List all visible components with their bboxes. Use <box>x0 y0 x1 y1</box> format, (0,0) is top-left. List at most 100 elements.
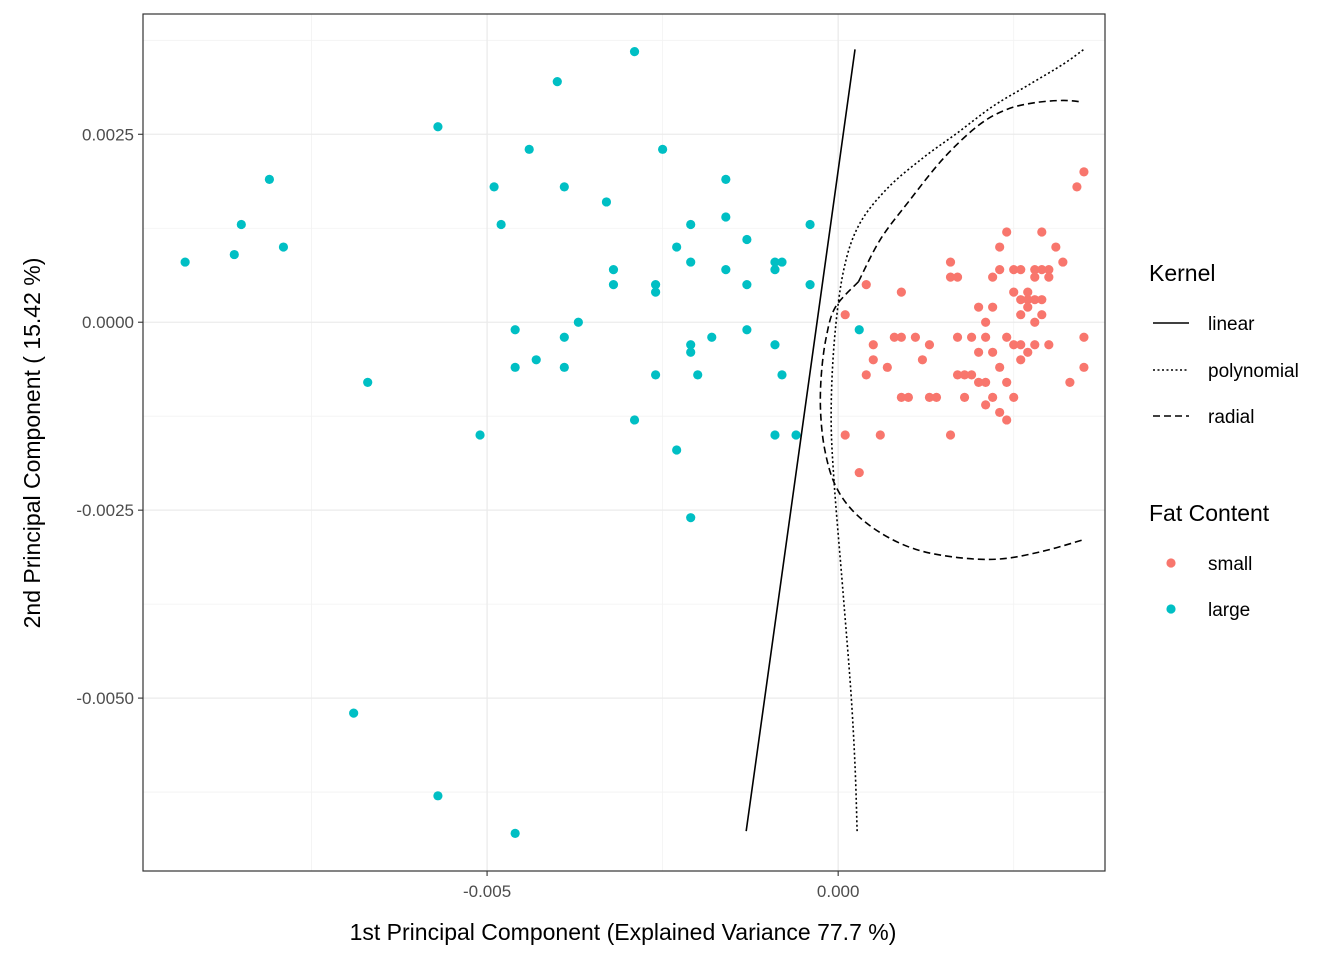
legend-key-large <box>1166 604 1176 614</box>
data-point-large <box>672 445 682 455</box>
legend-kernel-title: Kernel <box>1149 260 1215 286</box>
data-point-small <box>1023 295 1033 305</box>
data-point-small <box>1002 377 1012 387</box>
data-point-small <box>1030 272 1040 282</box>
data-point-small <box>1016 355 1026 365</box>
data-point-small <box>861 280 871 290</box>
data-point-small <box>1044 264 1054 275</box>
boundary-radial <box>819 281 1083 561</box>
y-tick-label: 0.0000 <box>82 313 134 332</box>
data-point-small <box>896 332 906 342</box>
data-point-large <box>742 280 752 290</box>
data-point-large <box>721 174 731 184</box>
data-point-small <box>959 392 970 402</box>
legend-label-radial: radial <box>1208 407 1254 428</box>
data-point-small <box>924 392 935 402</box>
data-point-small <box>981 317 991 327</box>
data-point-small <box>896 392 906 402</box>
data-point-large <box>608 264 619 275</box>
data-point-large <box>650 280 661 290</box>
data-point-small <box>966 332 977 342</box>
data-point-small <box>1009 287 1019 297</box>
data-point-small <box>1030 317 1040 327</box>
data-point-small <box>952 272 963 282</box>
legend-fat-content: Fat Content small large <box>1149 500 1270 621</box>
boundary-linear <box>745 49 856 832</box>
data-point-large <box>433 791 443 801</box>
data-point-small <box>995 264 1005 275</box>
data-point-large <box>770 264 780 275</box>
data-point-small <box>988 272 998 282</box>
data-point-small <box>1030 264 1040 275</box>
data-point-large <box>552 77 562 87</box>
data-point-small <box>952 332 963 342</box>
data-point-small <box>1079 332 1089 342</box>
data-point-small <box>1037 264 1047 275</box>
data-point-small <box>1051 242 1061 252</box>
data-point-large <box>608 280 619 290</box>
data-point-small <box>868 340 878 350</box>
data-point-small <box>931 392 942 402</box>
data-point-small <box>1065 377 1075 387</box>
data-point-small <box>945 257 956 267</box>
data-point-small <box>981 332 991 342</box>
panel-border <box>142 13 1106 872</box>
data-point-small <box>995 242 1005 252</box>
data-point-large <box>770 340 780 350</box>
y-tick-label: 0.0025 <box>82 125 134 144</box>
data-point-small <box>1009 392 1019 402</box>
y-axis-ticks: 0.0025 0.0000 -0.0025 -0.0050 <box>76 125 143 708</box>
data-point-small <box>988 302 998 312</box>
data-point-small <box>988 347 998 357</box>
data-point-small <box>896 287 906 297</box>
data-point-small <box>882 362 892 372</box>
data-point-small <box>1072 182 1082 192</box>
data-point-small <box>974 347 984 357</box>
data-point-large <box>510 828 520 839</box>
data-point-large <box>707 332 717 342</box>
data-point-small <box>995 362 1005 372</box>
data-point-small <box>910 332 921 342</box>
legend-fat-title: Fat Content <box>1149 500 1270 526</box>
data-point-large <box>629 46 640 57</box>
data-point-large <box>686 219 696 230</box>
data-point-large <box>531 355 541 365</box>
data-point-small <box>952 370 963 380</box>
data-point-small <box>945 430 956 440</box>
data-point-small <box>868 355 878 365</box>
x-axis-title: 1st Principal Component (Explained Varia… <box>350 919 897 945</box>
data-point-small <box>1002 332 1012 342</box>
data-point-small <box>974 377 984 387</box>
y-tick-label: -0.0025 <box>76 501 134 520</box>
data-point-large <box>489 182 499 192</box>
data-point-large <box>601 197 612 207</box>
data-point-small <box>1016 295 1026 305</box>
data-point-small <box>1009 340 1019 350</box>
data-point-small <box>1002 227 1012 237</box>
data-point-small <box>1002 415 1012 425</box>
boundary-polynomial <box>830 48 1085 832</box>
data-point-large <box>510 362 520 372</box>
data-point-small <box>1016 340 1026 350</box>
data-point-large <box>278 242 289 252</box>
data-point-large <box>770 430 780 440</box>
data-point-large <box>721 212 731 222</box>
data-point-small <box>959 370 970 380</box>
data-point-large <box>777 257 787 267</box>
data-point-large <box>433 122 443 132</box>
data-point-large <box>573 317 583 327</box>
data-point-large <box>686 340 696 350</box>
data-point-small <box>995 407 1005 418</box>
data-point-large <box>650 370 661 380</box>
data-point-large <box>686 347 696 357</box>
data-point-small <box>1023 302 1033 312</box>
data-point-small <box>1044 272 1054 282</box>
data-point-small <box>1023 347 1033 357</box>
data-point-small <box>903 392 913 402</box>
data-point-large <box>791 430 801 440</box>
data-point-large <box>770 257 780 267</box>
data-point-large <box>672 242 682 252</box>
data-point-small <box>1009 264 1019 275</box>
data-point-small <box>854 467 864 478</box>
data-point-small <box>1016 310 1026 320</box>
